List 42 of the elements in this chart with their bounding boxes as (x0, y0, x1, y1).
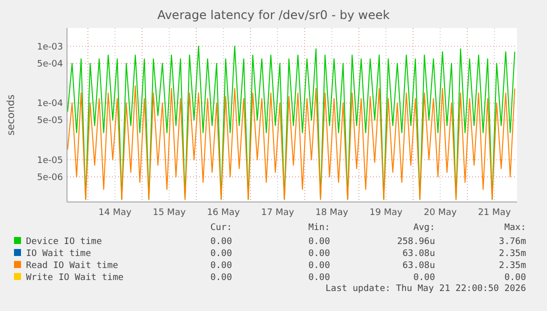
text: 0.00 (210, 249, 232, 259)
text: 3.76m (498, 237, 526, 247)
legend-label: Read IO Wait time (26, 261, 118, 271)
x-tick-label: 15 May (152, 208, 186, 218)
legend-label: Device IO time (26, 237, 102, 247)
x-tick-label: 17 May (261, 208, 295, 218)
text: 2.35m (498, 261, 526, 271)
text: 0.00 (504, 273, 526, 283)
text: Cur: (210, 223, 232, 233)
text: 0.00 (308, 237, 330, 247)
text: 63.08u (402, 249, 435, 259)
x-tick-label: 18 May (315, 208, 349, 218)
line-series (67, 85, 516, 200)
text: Avg: (413, 223, 435, 233)
legend-label: Write IO Wait time (26, 273, 124, 283)
x-tick-label: 14 May (98, 208, 132, 218)
chart-title: Average latency for /dev/sr0 - by week (157, 8, 390, 22)
x-tick-label: 20 May (424, 208, 458, 218)
text: 0.00 (413, 273, 435, 283)
x-tick-label: 16 May (206, 208, 241, 218)
text: 0.00 (210, 261, 232, 271)
y-tick-label: 1e-05 (37, 156, 63, 166)
text: 0.00 (210, 273, 232, 283)
y-tick-label: 1e-03 (37, 42, 63, 52)
y-tick-label: 5e-06 (37, 172, 64, 183)
y-tick-label: 1e-04 (37, 99, 64, 110)
y-tick-label: 5e-05 (37, 116, 63, 126)
text: Max: (504, 223, 526, 233)
x-tick-label: 19 May (370, 208, 404, 218)
text: 0.00 (308, 273, 330, 283)
y-axis-title: seconds (6, 94, 17, 136)
text: Last update: Thu May 21 22:00:50 2026 (326, 284, 526, 294)
text: 63.08u (402, 261, 435, 271)
text: 0.00 (308, 249, 330, 259)
text: Min: (308, 223, 330, 233)
text: 2.35m (498, 249, 526, 259)
text: 0.00 (210, 237, 232, 247)
x-tick-label: 21 May (478, 208, 512, 218)
text: 0.00 (308, 261, 330, 271)
y-tick-label: 5e-04 (37, 60, 64, 70)
legend-label: IO Wait time (26, 249, 92, 259)
text: 258.96u (397, 237, 435, 247)
